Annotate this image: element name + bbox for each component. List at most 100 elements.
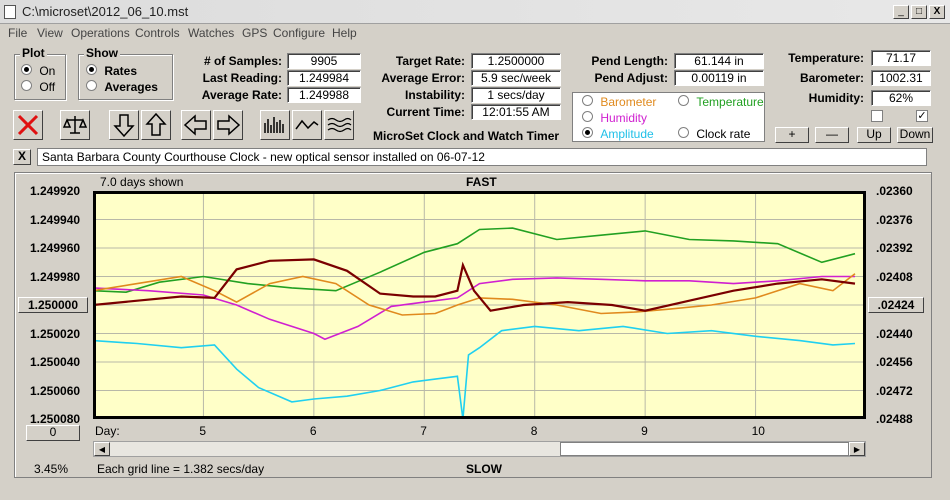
amplitude-radio[interactable] xyxy=(582,127,593,138)
last-reading-label: Last Reading: xyxy=(202,71,282,85)
barometer-radio[interactable] xyxy=(582,95,593,106)
waves-button[interactable] xyxy=(324,110,354,140)
left-tick-label[interactable]: 1.250000 xyxy=(18,297,88,313)
menu-gps[interactable]: GPS xyxy=(242,26,268,40)
menu-help[interactable]: Help xyxy=(332,26,357,40)
zero-button[interactable]: 0 xyxy=(26,425,80,441)
last-reading-field: 1.249984 xyxy=(287,70,361,86)
x-tick-label: 10 xyxy=(751,424,765,438)
scroll-left-button[interactable]: ◀ xyxy=(94,442,110,456)
left-tick-label: 1.250020 xyxy=(30,326,81,341)
down-button[interactable]: Down xyxy=(897,127,933,143)
plot-on-radio[interactable] xyxy=(21,64,32,75)
show-rates-option[interactable]: Rates xyxy=(86,64,137,78)
menu-watches[interactable]: Watches xyxy=(188,26,235,40)
menu-file[interactable]: File xyxy=(8,26,28,40)
right-tick-label: .02360 xyxy=(876,184,913,198)
temperature-option-label: Temperature xyxy=(696,95,764,109)
scroll-thumb[interactable] xyxy=(560,442,849,456)
up-arrow-icon xyxy=(145,112,167,136)
up-arrow-button[interactable] xyxy=(141,110,171,140)
left-tick-label: 1.249960 xyxy=(30,241,81,255)
samples-label: # of Samples: xyxy=(203,54,282,68)
plot-on-option[interactable]: On xyxy=(21,64,55,78)
series-option-clock-rate[interactable]: Clock rate xyxy=(678,127,750,141)
line-button[interactable] xyxy=(292,110,322,140)
chart-panel xyxy=(14,172,932,478)
plot-frame xyxy=(93,191,866,419)
show-averages-label: Averages xyxy=(104,80,158,94)
balance-button[interactable] xyxy=(60,110,90,140)
right-tick-label: .02408 xyxy=(876,269,913,284)
left-checkbox[interactable] xyxy=(871,110,883,122)
avg-rate-label: Average Rate: xyxy=(201,88,282,102)
temperature-radio[interactable] xyxy=(678,95,689,106)
menu-view[interactable]: View xyxy=(37,26,63,40)
grid-note: Each grid line = 1.382 secs/day xyxy=(97,462,265,476)
minus-button[interactable]: — xyxy=(815,127,849,143)
fast-label: FAST xyxy=(466,175,497,189)
instability-field: 1 secs/day xyxy=(471,87,561,103)
plus-button[interactable]: + xyxy=(775,127,809,143)
series-option-temperature[interactable]: Temperature xyxy=(678,95,764,109)
show-group-title: Show xyxy=(84,46,120,60)
down-arrow-button[interactable] xyxy=(109,110,139,140)
series-option-amplitude[interactable]: Amplitude xyxy=(582,127,654,141)
stop-button[interactable] xyxy=(13,110,43,140)
clock-rate-radio[interactable] xyxy=(678,127,689,138)
pend-adjust-label: Pend Adjust: xyxy=(594,71,668,85)
menu-controls[interactable]: Controls xyxy=(135,26,180,40)
left-tick-label: 1.249980 xyxy=(30,269,81,284)
note-close-button[interactable]: X xyxy=(13,149,31,165)
right-arrow-icon xyxy=(217,114,241,136)
humidity-field: 62% xyxy=(871,90,931,106)
right-tick-label: .02456 xyxy=(876,355,913,369)
title-bar: C:\microset\2012_06_10.mst _ □ X xyxy=(0,0,950,24)
left-arrow-button[interactable] xyxy=(181,110,211,140)
note-field[interactable]: Santa Barbara County Courthouse Clock - … xyxy=(37,148,927,166)
samples-field: 9905 xyxy=(287,53,361,69)
plot-off-option[interactable]: Off xyxy=(21,80,55,94)
series-line-amplitude xyxy=(93,325,856,419)
series-option-barometer[interactable]: Barometer xyxy=(582,95,656,109)
red-x-icon xyxy=(17,114,39,136)
up-button[interactable]: Up xyxy=(857,127,891,143)
menu-operations[interactable]: Operations xyxy=(71,26,130,40)
show-rates-radio[interactable] xyxy=(86,64,97,75)
right-arrow-button[interactable] xyxy=(213,110,243,140)
percent-label: 3.45% xyxy=(34,462,69,476)
close-button[interactable]: X xyxy=(929,5,945,19)
maximize-button[interactable]: □ xyxy=(911,5,927,19)
series-option-humidity[interactable]: Humidity xyxy=(582,111,647,125)
horizontal-scrollbar[interactable]: ◀ ▶ xyxy=(93,441,866,457)
humidity-option-label: Humidity xyxy=(600,111,648,125)
minimize-button[interactable]: _ xyxy=(893,5,909,19)
right-tick-label: .02376 xyxy=(876,212,913,227)
show-averages-option[interactable]: Averages xyxy=(86,80,158,94)
temperature-field: 71.17 xyxy=(871,50,931,66)
series-line-humidity xyxy=(93,275,855,341)
left-tick-label: 1.250060 xyxy=(30,383,81,398)
x-tick-label: 7 xyxy=(420,424,427,438)
humidity-radio[interactable] xyxy=(582,111,593,122)
show-averages-radio[interactable] xyxy=(86,80,97,91)
avg-error-label: Average Error: xyxy=(381,71,465,85)
right-tick-label: .02440 xyxy=(876,326,913,341)
scroll-right-button[interactable]: ▶ xyxy=(849,442,865,456)
day-label: Day: xyxy=(95,424,120,438)
series-line-clock-rate xyxy=(93,258,856,312)
bars-button[interactable] xyxy=(260,110,290,140)
plot-off-label: Off xyxy=(39,80,56,94)
plot-off-radio[interactable] xyxy=(21,80,32,91)
right-tick-label[interactable]: .02424 xyxy=(868,297,924,313)
show-group xyxy=(78,54,173,100)
barometer-label: Barometer: xyxy=(799,71,864,85)
series-line-temperature xyxy=(93,227,856,294)
pend-adjust-field: 0.00119 in xyxy=(674,70,764,86)
avg-error-field: 5.9 sec/week xyxy=(471,70,561,86)
right-checkbox[interactable]: ✓ xyxy=(916,110,928,122)
menu-configure[interactable]: Configure xyxy=(273,26,326,40)
rate-chart xyxy=(93,191,866,419)
left-axis: 1.249920 1.249940 1.249960 1.249980 1.250000… xyxy=(18,180,90,430)
series-selector xyxy=(572,92,765,142)
